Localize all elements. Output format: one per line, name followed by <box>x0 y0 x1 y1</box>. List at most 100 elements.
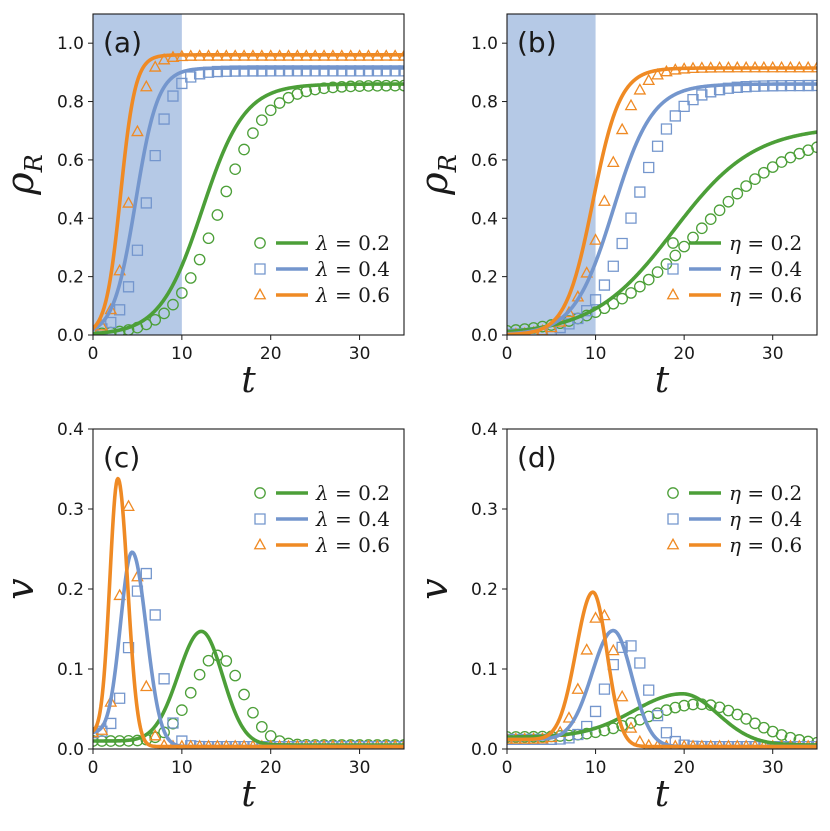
legend: η = 0.2η = 0.4η = 0.6 <box>666 481 802 557</box>
series-3-point <box>158 738 170 749</box>
series-3-point <box>571 682 585 694</box>
legend-param: η = <box>729 507 770 531</box>
shaded-region <box>93 14 182 335</box>
legend-value: 0.4 <box>358 507 390 531</box>
legend-triangle-marker <box>253 287 267 300</box>
series-3-point <box>633 83 647 95</box>
y-tick-label: 1.0 <box>471 34 498 54</box>
series-2-point <box>185 71 197 83</box>
series-1-point <box>687 698 699 711</box>
y-tick-label: 1.0 <box>57 34 84 54</box>
series-1-point <box>229 163 242 176</box>
series-3-point <box>562 711 576 723</box>
series-1-point <box>255 114 268 127</box>
legend-entry-label: η = 0.6 <box>729 533 802 557</box>
series-3-point <box>122 499 135 511</box>
series-1-point <box>634 280 646 293</box>
x-tick-label: 0 <box>502 344 513 364</box>
series-3-point <box>589 233 602 245</box>
series-2-point <box>598 279 611 291</box>
series-1-point <box>696 222 708 235</box>
y-axis-label-main: v <box>412 578 456 600</box>
series-1-point <box>220 185 233 198</box>
series-1-point <box>669 249 682 262</box>
series-2-point <box>696 89 708 101</box>
series-1-point <box>713 204 726 217</box>
series-1-point <box>335 80 348 93</box>
legend-value: 0.6 <box>358 533 390 557</box>
y-tick-label: 0.6 <box>57 151 84 171</box>
panel-label: (d) <box>517 441 557 474</box>
legend-circle-marker <box>667 237 679 249</box>
x-tick-label: 30 <box>762 758 784 778</box>
y-tick-label: 0.4 <box>471 420 498 440</box>
series-3-point <box>122 196 135 208</box>
x-tick-label: 20 <box>260 758 282 778</box>
series-2-point <box>158 113 170 125</box>
x-axis-label: t <box>241 360 256 401</box>
series-1-point <box>247 127 259 139</box>
x-axis-label: t <box>655 360 670 401</box>
legend-param: λ = <box>315 533 358 557</box>
series-1-point <box>704 213 717 226</box>
legend-circle-marker <box>254 487 266 499</box>
series-1-point <box>255 720 268 733</box>
series-3-point <box>624 721 638 733</box>
x-tick-label: 30 <box>349 344 371 364</box>
series-1-point <box>149 313 162 326</box>
series-1-point <box>229 669 242 682</box>
y-tick-label: 0.0 <box>57 740 84 760</box>
y-axis-label: ρR <box>412 154 462 195</box>
legend-triangle-marker <box>666 287 680 300</box>
series-2-point <box>581 720 593 733</box>
series-2-point <box>669 110 681 122</box>
legend-entry-label: η = 0.6 <box>729 283 802 307</box>
series-3-point <box>157 52 171 65</box>
series-1-point <box>625 287 637 299</box>
x-tick-label: 20 <box>673 758 695 778</box>
series-1-point <box>193 668 206 681</box>
y-tick-label: 0.0 <box>57 326 84 346</box>
series-1-point <box>749 173 761 185</box>
series-3-point <box>606 643 620 656</box>
y-axis-label-main: ρ <box>412 172 456 196</box>
series-3-point <box>139 679 153 692</box>
legend-value: 0.4 <box>358 257 390 281</box>
legend-value: 0.4 <box>770 257 802 281</box>
series-1-point <box>766 161 779 173</box>
x-tick-label: 0 <box>88 344 99 364</box>
series-1-point <box>678 699 690 712</box>
y-tick-label: 0.2 <box>471 580 498 600</box>
series-2-point <box>105 717 117 730</box>
x-tick-label: 20 <box>260 344 282 364</box>
series-1-point <box>669 701 682 714</box>
legend-param: λ = <box>315 507 358 531</box>
x-tick-label: 10 <box>585 758 607 778</box>
legend: η = 0.2η = 0.4η = 0.6 <box>666 231 802 307</box>
series-1-point <box>238 688 250 701</box>
plot-area <box>93 49 404 335</box>
series-2-point <box>122 281 135 293</box>
legend-square-marker <box>254 263 266 275</box>
x-tick-label: 30 <box>762 344 784 364</box>
y-tick-label: 0.1 <box>57 660 84 680</box>
shaded-region <box>507 14 596 335</box>
series-1-point <box>731 187 744 200</box>
series-3-point <box>606 155 620 168</box>
series-2-point <box>598 683 611 695</box>
legend-value: 0.4 <box>770 507 802 531</box>
series-1-point <box>616 292 628 305</box>
series-1-point <box>211 209 224 221</box>
series-3-point <box>615 122 629 135</box>
y-axis-label-subscript: R <box>20 154 48 173</box>
legend-entry-label: λ = 0.2 <box>315 481 390 505</box>
legend-entry-label: λ = 0.4 <box>315 257 390 281</box>
legend-square-marker <box>667 513 679 525</box>
series-3-point <box>589 611 602 623</box>
series-2-point <box>507 328 513 335</box>
legend-triangle-marker <box>253 537 267 550</box>
legend-param: λ = <box>315 231 358 255</box>
series-2-point <box>131 244 144 256</box>
